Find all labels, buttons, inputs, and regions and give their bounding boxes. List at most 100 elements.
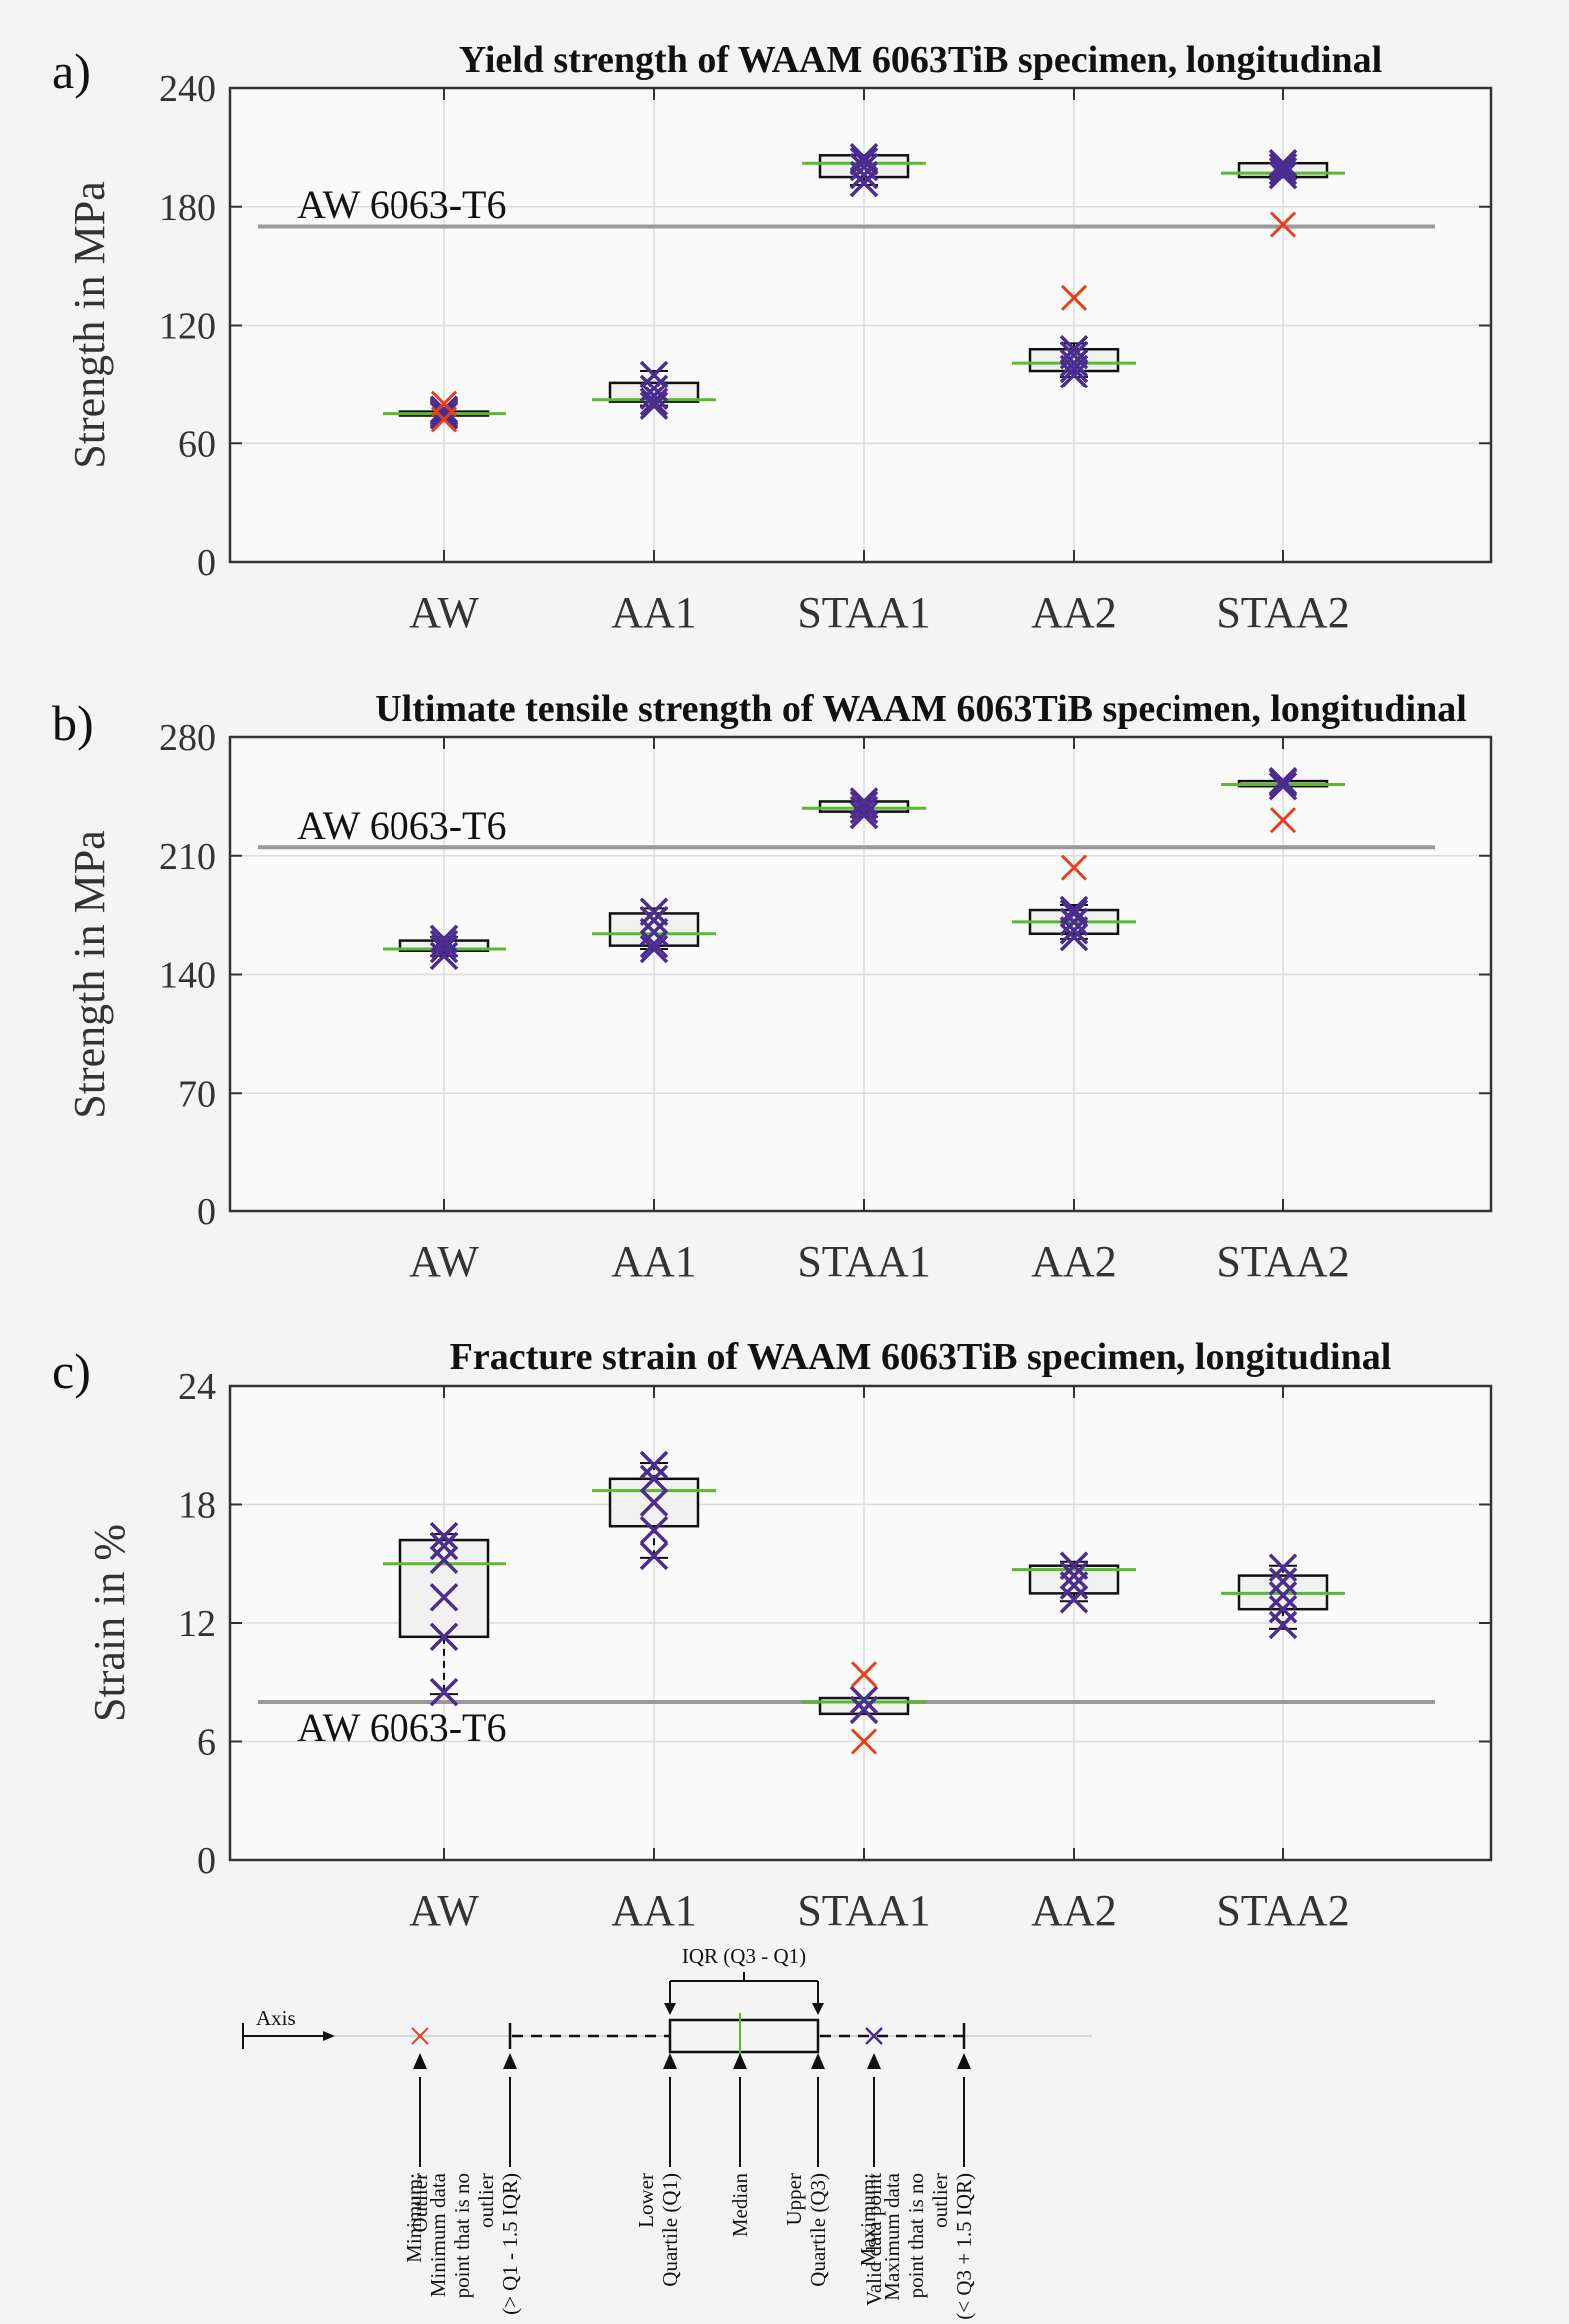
data-point	[849, 795, 879, 825]
data-point	[849, 152, 879, 182]
reference-label: AW 6063-T6	[297, 182, 506, 227]
chart-panel-3: AW 6063-T6 0 6 12 18 24 AW AA1 STAA1 AA2 STAA2 Frac…	[52, 1336, 1493, 1935]
legend-text-line: (< Q3 + 1.5 IQR)	[952, 2173, 976, 2320]
box-AA2	[1012, 854, 1136, 952]
x-category-label: AA1	[611, 588, 697, 637]
legend-arrowhead	[413, 2053, 427, 2069]
axis-label: Axis	[256, 2006, 296, 2030]
legend-item-valid-point: Valid data point	[862, 2053, 886, 2306]
chart-title: Fracture strain of WAAM 6063TiB specimen…	[450, 1336, 1392, 1378]
data-point	[639, 1464, 669, 1494]
data-point	[849, 1685, 879, 1715]
data-point	[429, 395, 459, 424]
data-point	[429, 1622, 459, 1652]
y-tick-label: 60	[178, 423, 216, 465]
legend-outlier-marker	[411, 2027, 429, 2045]
data-point	[639, 1515, 669, 1545]
data-point	[429, 1545, 459, 1575]
data-point	[1268, 1553, 1298, 1582]
outlier-point	[430, 390, 458, 417]
y-tick-label: 6	[197, 1722, 216, 1764]
data-point	[639, 1488, 669, 1517]
data-point	[849, 787, 879, 816]
y-tick-label: 70	[178, 1073, 216, 1115]
x-category-label: AA1	[611, 1237, 697, 1286]
box-AW	[383, 390, 506, 433]
box-AW	[383, 924, 506, 971]
legend-arrowhead	[867, 2053, 881, 2069]
data-point	[1059, 895, 1089, 925]
panel-label: b)	[52, 695, 94, 751]
data-point	[1268, 1594, 1298, 1624]
legend-text-line: (> Q1 - 1.5 IQR)	[498, 2173, 522, 2315]
legend-text-line: Median	[728, 2173, 752, 2238]
legend-text-line: Upper	[782, 2173, 806, 2225]
legend-item-outlier: Outlier	[408, 2053, 432, 2232]
data-point	[1059, 348, 1089, 378]
data-point	[429, 1521, 459, 1551]
x-category-label: AA2	[1031, 588, 1117, 637]
legend-arrowhead	[957, 2053, 971, 2069]
data-point	[429, 934, 459, 964]
legend-text-line: outlier	[474, 2173, 498, 2228]
y-tick-label: 12	[178, 1603, 216, 1645]
x-category-label: AA2	[1031, 1237, 1117, 1286]
panel-label: c)	[52, 1343, 91, 1399]
data-point	[639, 917, 669, 947]
data-point	[1059, 1585, 1089, 1614]
legend-arrowhead	[733, 2053, 747, 2069]
x-category-label: STAA2	[1216, 1886, 1349, 1935]
reference-label: AW 6063-T6	[297, 803, 506, 848]
x-category-label: STAA2	[1216, 1237, 1349, 1286]
outlier-point	[1060, 284, 1088, 311]
legend-text-line: Quartile (Q1)	[658, 2173, 682, 2287]
legend-arrowhead	[663, 2053, 677, 2069]
data-point	[1268, 766, 1298, 796]
data-point	[429, 924, 459, 954]
data-point	[1059, 907, 1089, 937]
legend-item-median: Median	[728, 2053, 752, 2237]
data-point	[639, 929, 669, 959]
outlier-point	[1269, 211, 1297, 238]
data-point	[429, 929, 459, 959]
x-category-label: AA1	[611, 1886, 697, 1935]
x-category-label: AA2	[1031, 1886, 1117, 1935]
x-category-label: AW	[409, 1886, 479, 1935]
y-tick-label: 0	[197, 1840, 216, 1882]
x-category-label: STAA2	[1216, 588, 1349, 637]
outlier-point	[850, 1728, 878, 1755]
y-axis-label: Strain in %	[85, 1524, 134, 1722]
y-tick-label: 140	[159, 955, 216, 997]
data-point	[1268, 152, 1298, 182]
data-point	[1059, 335, 1089, 364]
data-point	[429, 1677, 459, 1707]
x-category-label: STAA1	[797, 588, 930, 637]
y-axis-label: Strength in MPa	[65, 181, 114, 468]
data-point	[639, 387, 669, 416]
data-point	[639, 905, 669, 935]
data-point	[1059, 1561, 1089, 1590]
legend-text-line: outlier	[928, 2173, 952, 2228]
box-STAA2	[1221, 1553, 1345, 1640]
data-point	[1268, 771, 1298, 801]
legend-text-line: Outlier	[408, 2173, 432, 2232]
data-point	[1268, 1581, 1298, 1610]
y-axis-label: Strength in MPa	[65, 830, 114, 1118]
chart-panel-1: AW 6063-T6 0 60 120 180 240 AW AA1 STAA1 AA2 STAA2…	[52, 39, 1493, 637]
x-category-label: STAA1	[797, 1886, 930, 1935]
legend-text-line: point that is no	[904, 2173, 928, 2298]
y-tick-label: 24	[178, 1366, 216, 1408]
iqr-label: IQR (Q3 - Q1)	[682, 1944, 806, 1968]
iqr-arrowhead	[664, 2003, 676, 2015]
data-point	[639, 897, 669, 926]
legend-text-line: Maximum data	[880, 2172, 904, 2300]
box-STAA2	[1221, 766, 1345, 834]
y-tick-label: 120	[159, 306, 216, 348]
legend-text-line: Quartile (Q3)	[806, 2173, 830, 2287]
box-AA1	[592, 897, 716, 964]
data-point	[849, 790, 879, 820]
box-AA2	[1012, 1551, 1136, 1614]
legend-text-line: Minimum:	[402, 2173, 426, 2263]
chart-panel-2: AW 6063-T6 0 70 140 210 280 AW AA1 STAA1 AA2 STAA2…	[52, 688, 1493, 1286]
